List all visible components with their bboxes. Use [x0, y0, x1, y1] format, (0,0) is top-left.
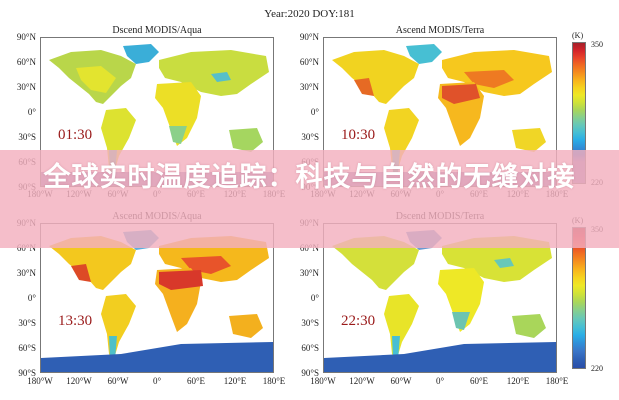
ytick: 60°S	[18, 343, 36, 353]
ytick: 60°N	[16, 243, 36, 253]
ytick: 90°S	[301, 368, 319, 378]
panel-bottom-left: Ascend MODIS/Aqua 13:30	[40, 211, 274, 373]
time-label: 01:30	[58, 127, 93, 143]
time-label: 10:30	[341, 127, 376, 143]
ytick: 60°N	[299, 243, 319, 253]
xtick: 120°W	[349, 376, 375, 386]
xtick: 60°E	[186, 376, 206, 386]
xtick: 0°	[435, 376, 445, 386]
banner-title: 全球实时温度追踪：科技与自然的无缝对接	[43, 162, 576, 193]
ytick: 60°S	[301, 343, 319, 353]
ytick: 30°N	[299, 82, 319, 92]
xtick: 120°E	[223, 376, 247, 386]
ytick: 90°N	[16, 32, 36, 42]
title-banner	[0, 150, 619, 248]
ytick: 0°	[310, 107, 319, 117]
ytick: 30°S	[301, 132, 319, 142]
colorbar-unit: (K)	[572, 31, 584, 40]
xtick: 180°E	[545, 376, 569, 386]
panel-title: Dscend MODIS/Aqua	[112, 25, 202, 36]
xtick: 60°W	[107, 376, 129, 386]
ytick: 30°N	[16, 268, 36, 278]
ytick: 0°	[310, 293, 319, 303]
panel-title: Ascend MODIS/Terra	[395, 25, 485, 36]
xtick: 180°W	[27, 376, 53, 386]
ytick: 60°N	[16, 57, 36, 67]
ytick: 30°N	[299, 268, 319, 278]
ytick: 90°N	[299, 32, 319, 42]
colorbar-max: 350	[591, 40, 603, 49]
colorbar-min: 220	[591, 364, 603, 373]
ytick: 0°	[27, 293, 36, 303]
xtick: 180°E	[262, 376, 286, 386]
xtick: 60°W	[390, 376, 412, 386]
xtick: 120°E	[506, 376, 530, 386]
time-label: 13:30	[58, 313, 93, 329]
ytick: 30°S	[301, 318, 319, 328]
xtick: 60°E	[469, 376, 489, 386]
ytick: 30°S	[18, 132, 36, 142]
ytick: 30°S	[18, 318, 36, 328]
time-label: 22:30	[341, 313, 376, 329]
ytick: 90°S	[18, 368, 36, 378]
figure-suptitle: Year:2020 DOY:181	[264, 8, 355, 20]
ytick: 0°	[27, 107, 36, 117]
xtick: 0°	[152, 376, 162, 386]
ytick: 60°N	[299, 57, 319, 67]
map-plot	[40, 223, 274, 373]
xtick: 180°W	[310, 376, 336, 386]
xtick: 120°W	[66, 376, 92, 386]
colorbar-bottom	[572, 227, 586, 369]
ytick: 30°N	[16, 82, 36, 92]
